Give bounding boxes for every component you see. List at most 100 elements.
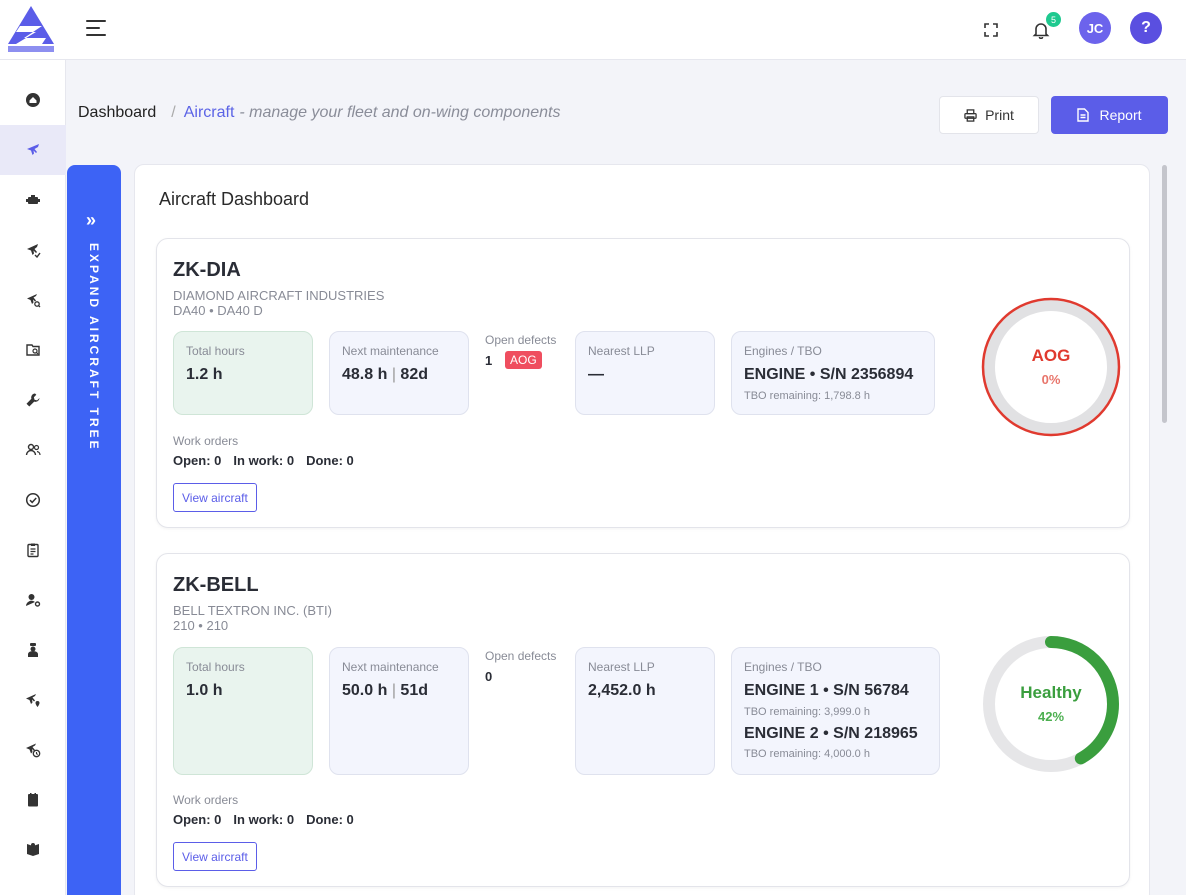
engines-label: Engines / TBO bbox=[744, 660, 822, 674]
total-hours-tile: Total hours 1.0 h bbox=[173, 647, 313, 775]
total-hours-tile: Total hours 1.2 h bbox=[173, 331, 313, 415]
nearest-llp-tile: Nearest LLP 2,452.0 h bbox=[575, 647, 715, 775]
aircraft-card: ZK-DIA DIAMOND AIRCRAFT INDUSTRIES DA40 … bbox=[156, 238, 1130, 528]
aircraft-card: ZK-BELL BELL TEXTRON INC. (BTI) 210 • 21… bbox=[156, 553, 1130, 887]
next-maintenance-hours: 48.8 h bbox=[342, 366, 388, 383]
sidebar-item-library[interactable] bbox=[0, 825, 66, 875]
sidebar-item-locations[interactable] bbox=[0, 675, 66, 725]
breadcrumb-aircraft-link[interactable]: Aircraft bbox=[183, 104, 235, 121]
engines-tile: Engines / TBO ENGINE 1 • S/N 56784 TBO r… bbox=[731, 647, 940, 775]
sidebar-item-manuals[interactable] bbox=[0, 775, 66, 825]
aircraft-search-icon bbox=[27, 294, 41, 308]
sidebar-item-flight-log[interactable] bbox=[0, 225, 66, 275]
sidebar-item-tasks[interactable] bbox=[0, 475, 66, 525]
next-maintenance-days: 82d bbox=[400, 366, 428, 383]
next-maintenance-label: Next maintenance bbox=[342, 660, 439, 674]
nearest-llp-label: Nearest LLP bbox=[588, 660, 655, 674]
scrollbar-thumb[interactable] bbox=[1162, 165, 1167, 423]
clipboard-icon bbox=[27, 543, 39, 558]
view-aircraft-button[interactable]: View aircraft bbox=[173, 483, 257, 512]
breadcrumb-separator: / bbox=[171, 104, 176, 121]
wrench-icon bbox=[26, 393, 40, 407]
work-orders-done: Done: 0 bbox=[306, 453, 354, 468]
next-maintenance-label: Next maintenance bbox=[342, 344, 439, 358]
notification-badge: 5 bbox=[1046, 12, 1061, 27]
engines-tile: Engines / TBO ENGINE • S/N 2356894 TBO r… bbox=[731, 331, 935, 415]
bell-icon[interactable] bbox=[1028, 17, 1054, 43]
next-maintenance-hours: 50.0 h bbox=[342, 682, 388, 699]
aircraft-model: 210 • 210 bbox=[173, 618, 229, 633]
airplane-icon bbox=[27, 144, 39, 155]
sidebar-item-checklists[interactable] bbox=[0, 525, 66, 575]
company-logo[interactable] bbox=[6, 4, 56, 56]
inspection-icon bbox=[26, 344, 40, 356]
expand-aircraft-tree-label: EXPAND AIRCRAFT TREE bbox=[87, 243, 101, 452]
aircraft-registration: ZK-DIA bbox=[173, 259, 241, 281]
sidebar-item-inspections[interactable] bbox=[0, 325, 66, 375]
home-icon bbox=[26, 93, 40, 107]
work-orders-counts: Open: 0 In work: 0 Done: 0 bbox=[173, 453, 354, 468]
user-avatar[interactable]: JC bbox=[1079, 12, 1111, 44]
pilot-icon bbox=[28, 643, 38, 657]
engine-tbo: TBO remaining: 3,999.0 h bbox=[744, 706, 870, 718]
aircraft-manufacturer: BELL TEXTRON INC. (BTI) bbox=[173, 603, 332, 618]
aircraft-model: DA40 • DA40 D bbox=[173, 303, 263, 318]
open-defects-count: 1 bbox=[485, 353, 493, 368]
aircraft-manufacturer: DIAMOND AIRCRAFT INDUSTRIES bbox=[173, 288, 385, 303]
engine-name: ENGINE 2 • S/N 218965 bbox=[744, 725, 918, 742]
expand-aircraft-tree-button[interactable]: » EXPAND AIRCRAFT TREE bbox=[67, 165, 121, 895]
sidebar-item-home[interactable] bbox=[0, 75, 66, 125]
users-icon bbox=[25, 443, 41, 456]
flight-time-icon bbox=[26, 743, 41, 758]
sidebar-item-engines[interactable] bbox=[0, 175, 66, 225]
printer-icon bbox=[964, 108, 977, 122]
sidebar-item-pilots[interactable] bbox=[0, 625, 66, 675]
engines-label: Engines / TBO bbox=[744, 344, 822, 358]
breadcrumb: Dashboard / Aircraft - manage your fleet… bbox=[78, 104, 560, 122]
sidebar-item-aircraft-search[interactable] bbox=[0, 275, 66, 325]
open-defects-label: Open defects bbox=[485, 649, 557, 663]
view-aircraft-button[interactable]: View aircraft bbox=[173, 842, 257, 871]
help-button[interactable]: ? bbox=[1130, 12, 1162, 44]
page-description: - manage your fleet and on-wing componen… bbox=[239, 104, 561, 121]
open-defects-label: Open defects bbox=[485, 333, 557, 347]
engine-tbo: TBO remaining: 4,000.0 h bbox=[744, 748, 870, 760]
nearest-llp-value: 2,452.0 h bbox=[588, 682, 656, 699]
menu-toggle-button[interactable] bbox=[86, 20, 106, 36]
total-hours-label: Total hours bbox=[186, 660, 245, 674]
sidebar-item-maintenance[interactable] bbox=[0, 375, 66, 425]
sidebar-item-crew[interactable] bbox=[0, 575, 66, 625]
nearest-llp-value: — bbox=[588, 366, 604, 383]
print-button[interactable]: Print bbox=[939, 96, 1039, 134]
engine-name: ENGINE 1 • S/N 56784 bbox=[744, 682, 909, 699]
work-orders-open: Open: 0 bbox=[173, 453, 222, 468]
sidebar-item-aircraft[interactable] bbox=[0, 125, 66, 175]
nearest-llp-tile: Nearest LLP — bbox=[575, 331, 715, 415]
sidebar bbox=[0, 60, 66, 895]
next-maintenance-tile: Next maintenance 50.0 h | 51d bbox=[329, 647, 469, 775]
sidebar-item-users[interactable] bbox=[0, 425, 66, 475]
aircraft-dashboard-panel: Aircraft Dashboard ZK-DIA DIAMOND AIRCRA… bbox=[134, 164, 1150, 895]
breadcrumb-dashboard-link[interactable]: Dashboard bbox=[78, 104, 157, 121]
next-maintenance-tile: Next maintenance 48.8 h | 82d bbox=[329, 331, 469, 415]
work-orders-open: Open: 0 bbox=[173, 812, 222, 827]
total-hours-value: 1.0 h bbox=[186, 682, 223, 699]
manual-icon bbox=[28, 793, 38, 807]
status-label: AOG bbox=[1031, 346, 1071, 365]
report-button[interactable]: Report bbox=[1051, 96, 1168, 134]
sidebar-item-flight-time[interactable] bbox=[0, 725, 66, 775]
top-bar: 5 JC ? bbox=[0, 0, 1186, 60]
aog-badge: AOG bbox=[505, 351, 542, 369]
next-maintenance-value: 50.0 h | 51d bbox=[342, 682, 428, 699]
total-hours-value: 1.2 h bbox=[186, 366, 223, 383]
work-orders-label: Work orders bbox=[173, 434, 239, 448]
flight-log-icon bbox=[27, 244, 41, 258]
next-maintenance-days: 51d bbox=[400, 682, 428, 699]
check-circle-icon bbox=[25, 492, 41, 508]
status-gauge: Healthy 42% bbox=[981, 634, 1121, 774]
work-orders-done: Done: 0 bbox=[306, 812, 354, 827]
engine-icon bbox=[26, 195, 40, 204]
open-defects-count: 0 bbox=[485, 669, 493, 684]
fullscreen-icon[interactable] bbox=[978, 17, 1004, 43]
aircraft-registration: ZK-BELL bbox=[173, 574, 259, 596]
